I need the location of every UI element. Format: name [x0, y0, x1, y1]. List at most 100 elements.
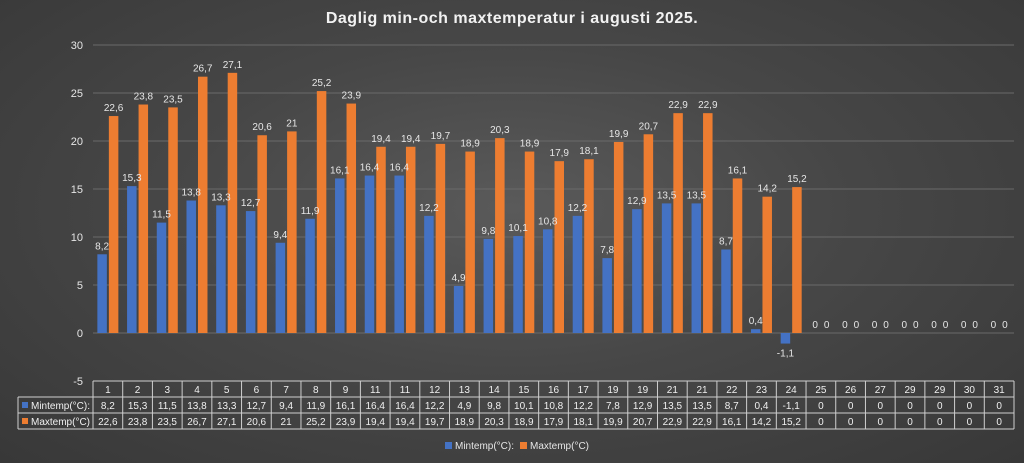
bar-mintemp	[691, 203, 702, 333]
table-category-label: 1	[105, 385, 111, 396]
table-category-label: 19	[637, 385, 649, 396]
table-category-label: 4	[194, 385, 200, 396]
bar-mintemp	[483, 238, 494, 333]
data-label-maxtemp: 22,6	[104, 103, 124, 114]
bars	[97, 72, 802, 344]
table-category-label: 24	[786, 385, 798, 396]
data-label-mintemp: 0	[901, 320, 907, 331]
table-cell-maxtemp: 18,9	[514, 417, 534, 428]
table-category-label: 6	[254, 385, 260, 396]
bar-maxtemp	[168, 107, 178, 334]
bar-maxtemp	[613, 141, 624, 333]
legend: Mintemp(°C): Maxtemp(°C)	[445, 441, 589, 452]
table-category-label: 23	[756, 385, 768, 396]
table-cell-maxtemp: 16,1	[722, 417, 742, 428]
data-label-maxtemp: 0	[1002, 320, 1008, 331]
data-label-mintemp: 12,2	[568, 203, 588, 214]
table-cell-mintemp: 13,5	[663, 401, 683, 412]
bar-mintemp	[750, 329, 761, 333]
bar-mintemp	[216, 205, 226, 333]
table-category-label: 5	[224, 385, 230, 396]
table-category-label: 30	[964, 385, 976, 396]
data-label-mintemp: 8,7	[719, 236, 733, 247]
bar-mintemp	[97, 254, 107, 333]
bar-maxtemp	[673, 113, 683, 333]
bar-maxtemp	[584, 159, 594, 333]
table-category-label: 19	[607, 385, 619, 396]
bar-maxtemp	[108, 116, 119, 333]
data-label-maxtemp: 17,9	[550, 148, 570, 159]
table-cell-maxtemp: 0	[878, 417, 884, 428]
bar-maxtemp	[346, 103, 357, 333]
data-label-mintemp: 10,1	[508, 223, 528, 234]
table-cell-mintemp: 12,7	[247, 401, 267, 412]
data-label-mintemp: 0	[961, 320, 967, 331]
table-cell-maxtemp: 25,2	[306, 417, 326, 428]
data-label-mintemp: 0	[872, 320, 878, 331]
table-cell-maxtemp: 19,4	[366, 417, 386, 428]
y-tick-label: 10	[71, 232, 83, 244]
table-cell-mintemp: 12,9	[633, 401, 653, 412]
table-cell-mintemp: 10,8	[544, 401, 564, 412]
table-cell-maxtemp: 26,7	[187, 417, 207, 428]
bar-maxtemp	[762, 196, 772, 333]
bar-maxtemp	[435, 143, 446, 333]
table-cell-maxtemp: 22,9	[663, 417, 683, 428]
bar-mintemp	[513, 236, 523, 333]
bar-maxtemp	[524, 151, 535, 333]
table-category-label: 11	[400, 385, 411, 396]
bar-mintemp	[543, 229, 553, 333]
data-label-maxtemp: 19,7	[431, 131, 451, 142]
table-cell-maxtemp: 0	[818, 417, 824, 428]
data-label-maxtemp: 19,9	[609, 129, 629, 140]
table-cell-mintemp: 0	[967, 401, 973, 412]
data-label-mintemp: 13,8	[181, 188, 201, 199]
data-label-mintemp: -1,1	[777, 349, 795, 360]
table-cell-mintemp: 12,2	[573, 401, 593, 412]
table-category-label: 11	[370, 385, 381, 396]
data-label-mintemp: 16,4	[389, 163, 409, 174]
table-category-label: 21	[667, 385, 679, 396]
table-cell-mintemp: 4,9	[457, 401, 471, 412]
bar-mintemp	[156, 222, 167, 333]
table-cell-mintemp: 0	[996, 401, 1002, 412]
data-label-mintemp: 12,7	[241, 198, 261, 209]
table-category-label: 26	[845, 385, 857, 396]
legend-swatch-mintemp	[445, 442, 452, 449]
data-label-mintemp: 9,4	[273, 230, 287, 241]
table-cell-mintemp: 12,2	[425, 401, 445, 412]
table-cell-mintemp: 16,4	[395, 401, 415, 412]
table-cell-maxtemp: 21	[281, 417, 293, 428]
bar-maxtemp	[495, 138, 505, 333]
table-category-label: 17	[578, 385, 590, 396]
bar-mintemp	[335, 178, 345, 333]
data-label-mintemp: 13,3	[211, 192, 231, 203]
data-label-maxtemp: 25,2	[312, 78, 332, 89]
data-label-maxtemp: 0	[824, 320, 830, 331]
chart-title: Daglig min-och maxtemperatur i augusti 2…	[325, 10, 699, 27]
table-cell-maxtemp: 0	[907, 417, 913, 428]
table-category-label: 9	[343, 385, 349, 396]
table-cell-mintemp: 0	[878, 401, 884, 412]
table-cell-maxtemp: 0	[937, 417, 943, 428]
table-category-label: 8	[313, 385, 319, 396]
table-cell-maxtemp: 17,9	[544, 417, 564, 428]
bar-maxtemp	[138, 104, 149, 334]
data-label-mintemp: 15,3	[122, 173, 142, 184]
table-cell-maxtemp: 19,4	[395, 417, 415, 428]
bar-mintemp	[394, 175, 404, 333]
y-axis: -5 0 5 10 15 20 25 30	[71, 40, 83, 388]
data-label-maxtemp: 15,2	[787, 174, 807, 185]
data-label-mintemp: 12,9	[627, 196, 647, 207]
data-label-mintemp: 13,5	[657, 190, 677, 201]
data-label-maxtemp: 23,8	[134, 92, 154, 103]
table-cell-maxtemp: 0	[996, 417, 1002, 428]
y-tick-label: 15	[71, 184, 83, 196]
data-label-maxtemp: 20,3	[490, 125, 510, 136]
bar-maxtemp	[197, 76, 208, 334]
data-label-maxtemp: 0	[943, 320, 949, 331]
bar-mintemp	[572, 215, 583, 333]
data-label-mintemp: 0	[991, 320, 997, 331]
table-cell-mintemp: 0,4	[755, 401, 769, 412]
data-labels: 8,2 22,6 15,3 23,8 11,5 23,5 13,8 26,7 13,3 27,1 1…	[95, 60, 1008, 360]
